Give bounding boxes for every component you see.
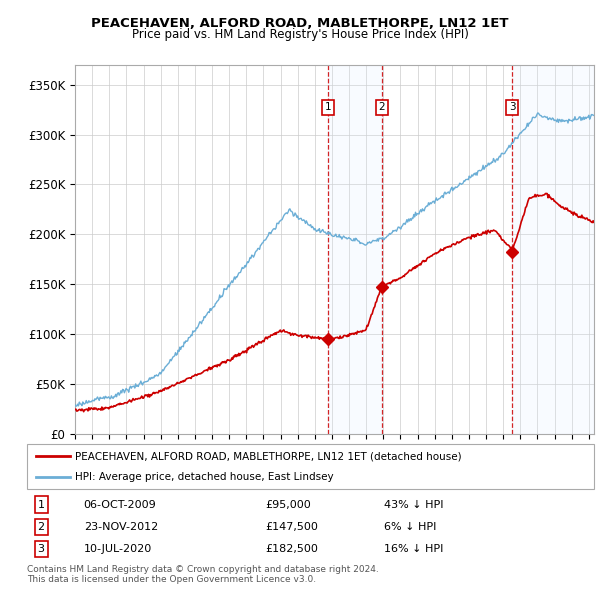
Bar xyxy=(512,65,594,434)
Text: PEACEHAVEN, ALFORD ROAD, MABLETHORPE, LN12 1ET (detached house): PEACEHAVEN, ALFORD ROAD, MABLETHORPE, LN… xyxy=(75,451,462,461)
Text: £147,500: £147,500 xyxy=(265,522,318,532)
FancyBboxPatch shape xyxy=(27,444,594,489)
Text: This data is licensed under the Open Government Licence v3.0.: This data is licensed under the Open Gov… xyxy=(27,575,316,584)
Text: 6% ↓ HPI: 6% ↓ HPI xyxy=(384,522,437,532)
Text: PEACEHAVEN, ALFORD ROAD, MABLETHORPE, LN12 1ET: PEACEHAVEN, ALFORD ROAD, MABLETHORPE, LN… xyxy=(91,17,509,30)
Text: 10-JUL-2020: 10-JUL-2020 xyxy=(84,544,152,554)
Text: £95,000: £95,000 xyxy=(265,500,311,510)
Text: 2: 2 xyxy=(378,102,385,112)
Text: 1: 1 xyxy=(325,102,331,112)
Text: 43% ↓ HPI: 43% ↓ HPI xyxy=(384,500,444,510)
Text: 06-OCT-2009: 06-OCT-2009 xyxy=(84,500,157,510)
Text: 16% ↓ HPI: 16% ↓ HPI xyxy=(384,544,443,554)
Text: 3: 3 xyxy=(509,102,515,112)
Text: 23-NOV-2012: 23-NOV-2012 xyxy=(84,522,158,532)
Bar xyxy=(328,65,382,434)
Text: 3: 3 xyxy=(38,544,44,554)
Text: Contains HM Land Registry data © Crown copyright and database right 2024.: Contains HM Land Registry data © Crown c… xyxy=(27,565,379,574)
Text: HPI: Average price, detached house, East Lindsey: HPI: Average price, detached house, East… xyxy=(75,471,334,481)
Text: 1: 1 xyxy=(38,500,44,510)
Text: Price paid vs. HM Land Registry's House Price Index (HPI): Price paid vs. HM Land Registry's House … xyxy=(131,28,469,41)
Text: £182,500: £182,500 xyxy=(265,544,318,554)
Text: 2: 2 xyxy=(38,522,45,532)
